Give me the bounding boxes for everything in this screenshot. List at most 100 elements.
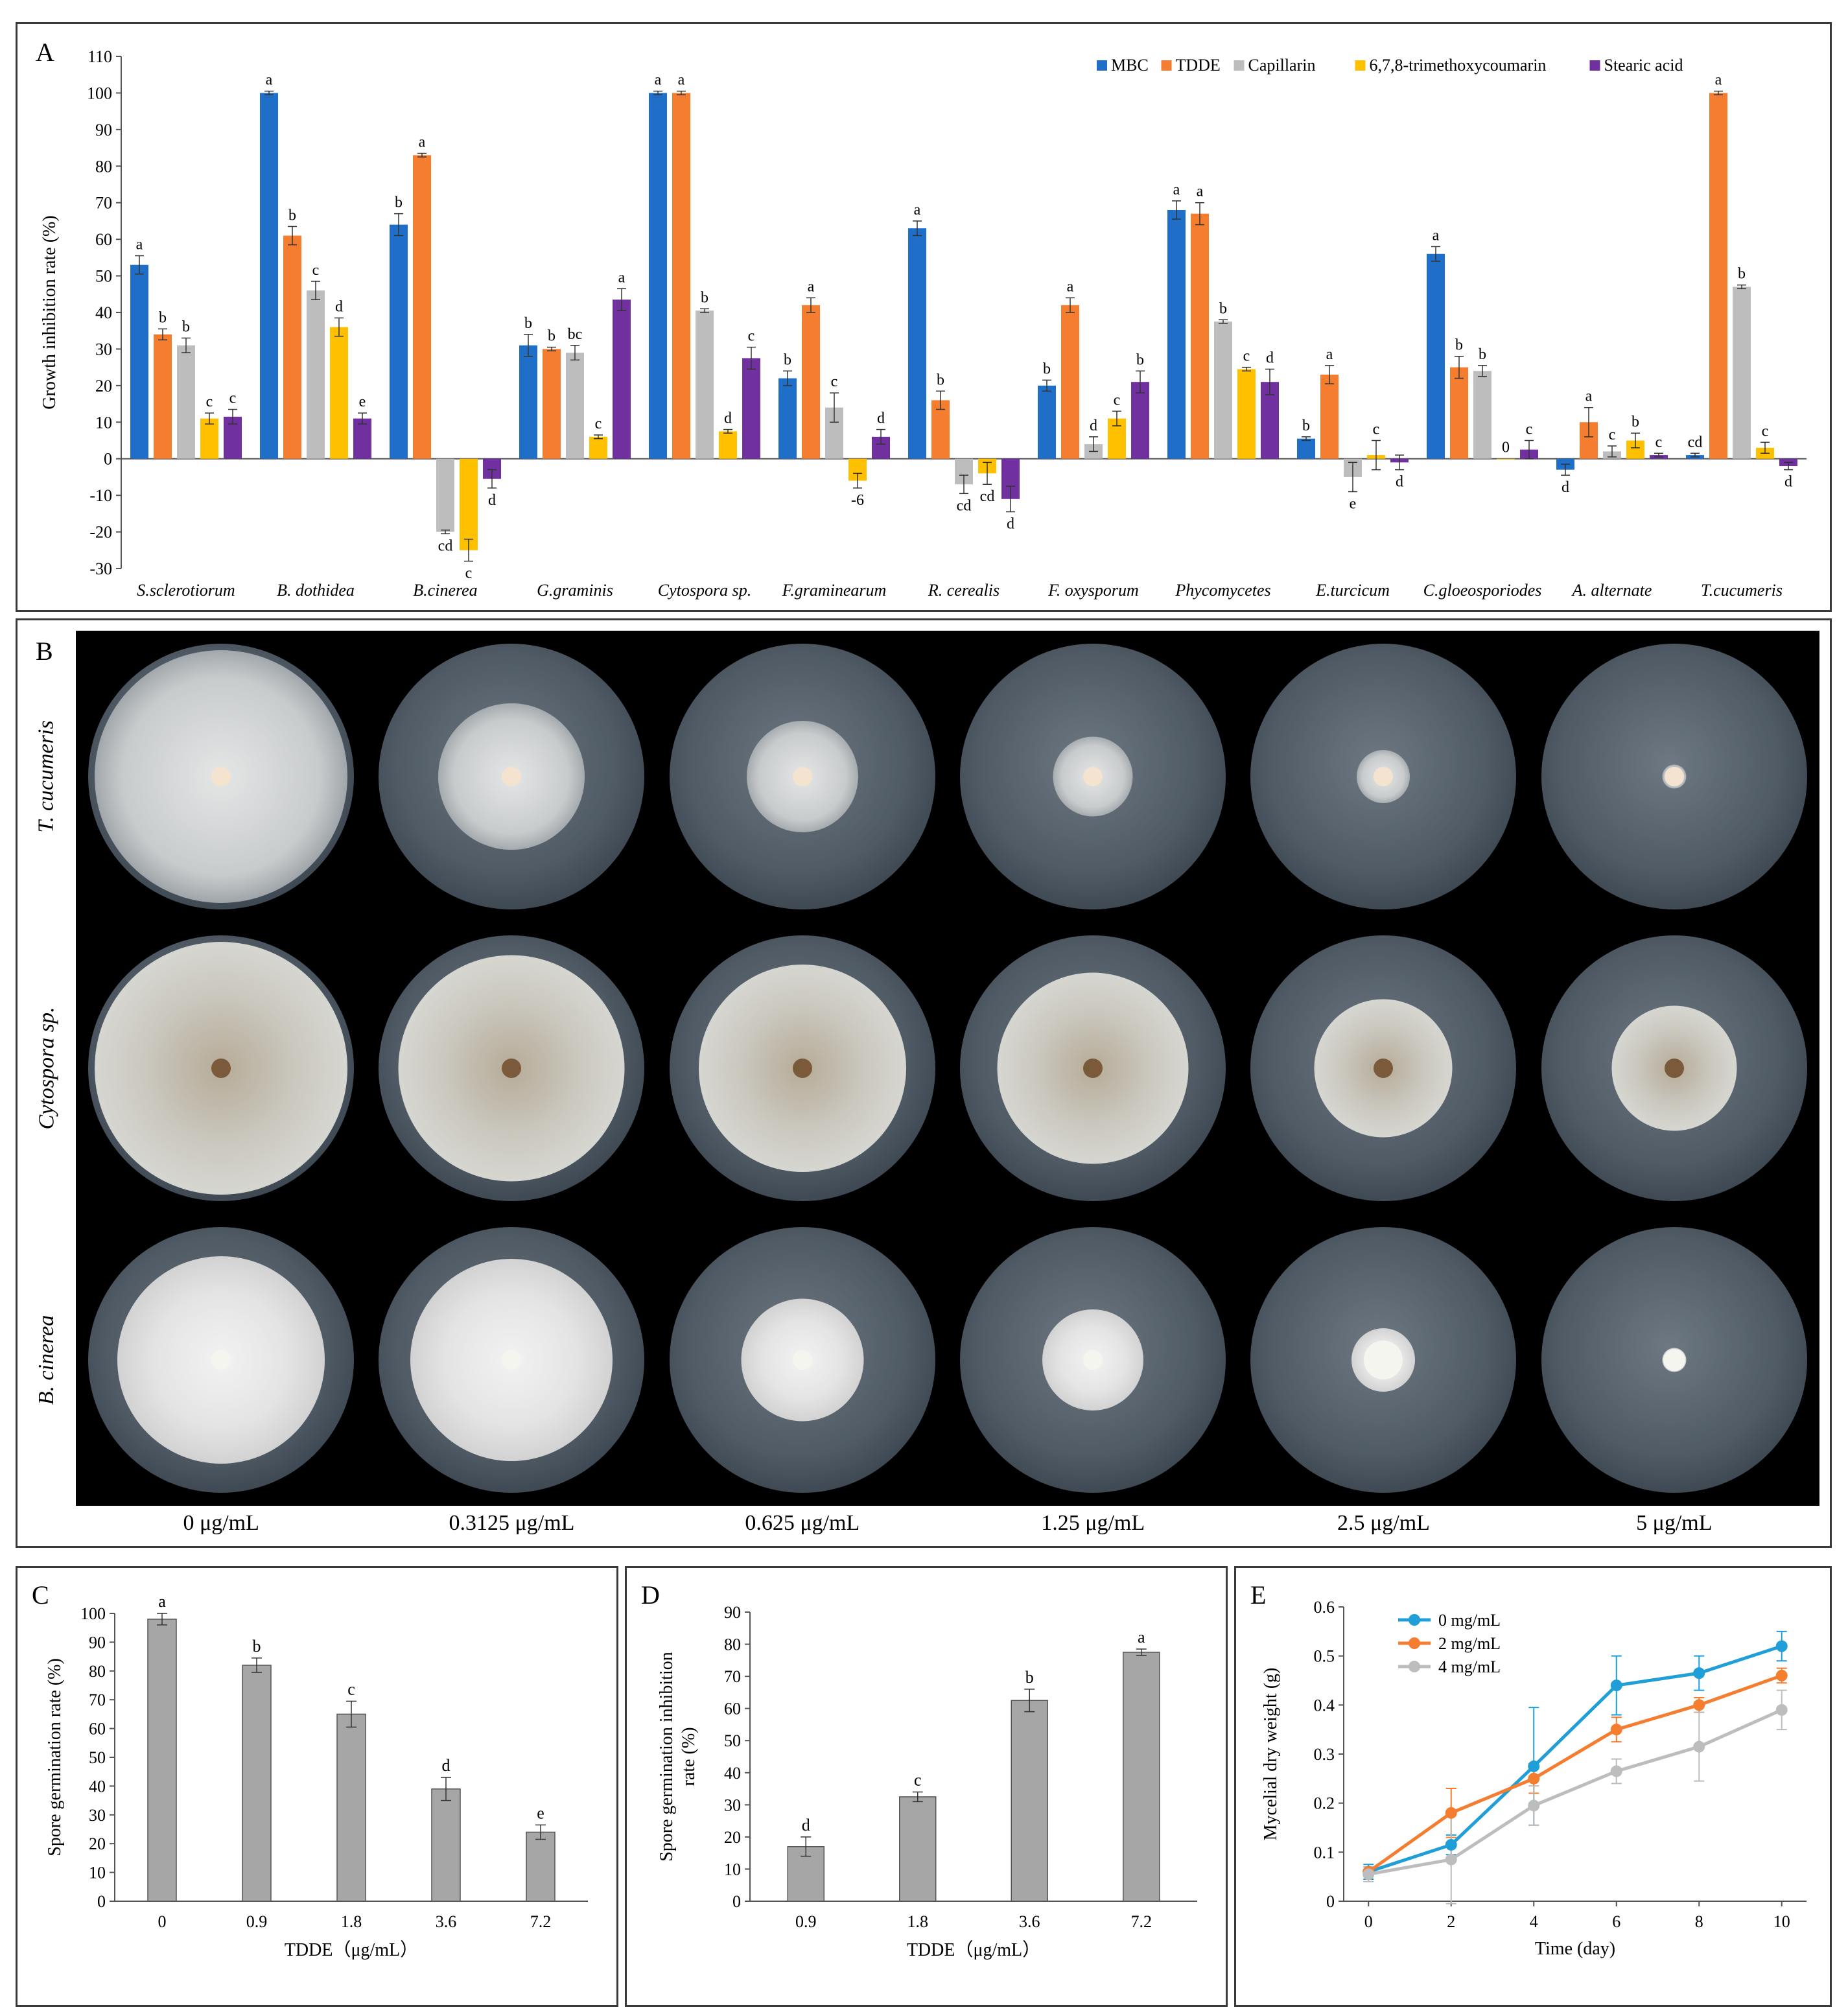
significance-letter: b: [1479, 346, 1486, 363]
significance-letter: d: [877, 410, 885, 427]
petri-dish-cell: [948, 922, 1238, 1214]
y-tick-label: -30: [89, 559, 112, 578]
bar: [719, 431, 737, 459]
bar: [154, 334, 172, 459]
mycelial-plug: [1083, 767, 1103, 786]
bar: [200, 418, 218, 459]
bar: [1061, 305, 1079, 459]
significance-letter: b: [1043, 360, 1051, 377]
data-point: [1445, 1807, 1457, 1819]
category-label: T.cucumeris: [1701, 581, 1783, 600]
category-label: B.cinerea: [413, 581, 477, 600]
mycelial-plug: [1374, 1059, 1394, 1078]
growth-inhibition-chart: -30 -20 -10 0 10 20 30 40 50 60 70 80 90 100 110 Growth…: [40, 47, 1807, 600]
significance-letter: a: [655, 72, 662, 89]
petri-dish: [669, 1227, 935, 1493]
bar: [1191, 213, 1209, 459]
significance-letter: c: [1114, 392, 1121, 408]
mycelial-plug: [1663, 1349, 1685, 1371]
x-tick-label: 0: [1364, 1912, 1373, 1931]
category-label: S.sclerotiorum: [137, 581, 235, 600]
bar: [336, 1713, 366, 1902]
y-tick-label: 20: [95, 377, 112, 395]
significance-letter: d: [1007, 516, 1014, 533]
significance-letter: cd: [1688, 434, 1703, 451]
significance-letter: b: [1632, 414, 1639, 430]
bar: [589, 436, 607, 459]
bar: [1167, 210, 1186, 459]
bar: [1123, 1652, 1160, 1902]
row-label-b-cinerea: B. cinerea: [34, 1315, 58, 1405]
significance-letter: d: [1561, 479, 1569, 496]
petri-dish: [1541, 1227, 1807, 1493]
significance-letter: b: [182, 319, 190, 336]
x-tick-label: 8: [1695, 1912, 1703, 1931]
x-axis-title: TDDE（μg/mL）: [285, 1939, 418, 1960]
bar: [1709, 93, 1727, 459]
data-point: [1693, 1667, 1705, 1680]
y-tick-label: 50: [89, 1748, 106, 1767]
concentration-labels: 0 μg/mL 0.3125 μg/mL 0.625 μg/mL 1.25 μg…: [76, 1511, 1819, 1536]
y-tick-label: 90: [724, 1603, 741, 1622]
x-tick-label: 0: [158, 1912, 167, 1931]
significance-letter: bc: [568, 326, 583, 343]
category-label: F.graminearum: [782, 581, 887, 600]
panel-d-letter: D: [641, 1580, 660, 1610]
y-tick-label: -20: [89, 523, 112, 542]
significance-letter: a: [1585, 388, 1593, 405]
mycelial-plug: [502, 1059, 522, 1078]
bar: [899, 1796, 937, 1902]
significance-letter: a: [1067, 278, 1074, 295]
y-tick-label: 20: [89, 1834, 106, 1853]
petri-dish: [960, 935, 1226, 1201]
significance-letter: c: [347, 1680, 355, 1698]
significance-letter: d: [802, 1816, 810, 1834]
petri-dish-cell: [76, 631, 366, 922]
data-point: [1363, 1868, 1375, 1880]
row-label-t-cucumeris: T. cucumeris: [34, 720, 58, 833]
y-axis-title: Spore germination inhibition: [657, 1652, 677, 1862]
petri-dish-cell: [657, 631, 948, 922]
significance-letter: a: [1173, 181, 1180, 198]
y-tick-label: 80: [89, 1662, 106, 1681]
significance-letter: cd: [438, 537, 453, 554]
bar: [1214, 322, 1232, 459]
mycelial-plug: [502, 767, 522, 786]
y-tick-label: 0.4: [1314, 1696, 1335, 1715]
bar: [436, 458, 454, 532]
y-tick-label: 70: [89, 1691, 106, 1709]
y-tick-label: 70: [724, 1667, 741, 1686]
y-tick-label: 30: [724, 1796, 741, 1814]
bar: [802, 305, 820, 459]
data-point: [1528, 1760, 1540, 1772]
y-tick-label: 0.5: [1314, 1647, 1335, 1666]
petri-dish-cell: [76, 1214, 366, 1506]
significance-letter: a: [1197, 183, 1204, 200]
mycelial-plug: [1664, 767, 1684, 786]
significance-letter: a: [914, 202, 921, 218]
panel-c-letter: C: [32, 1580, 49, 1610]
significance-letter: a: [808, 278, 815, 295]
bar: [1011, 1700, 1048, 1902]
significance-letter: 0: [1502, 439, 1510, 456]
x-tick-label: 6: [1612, 1912, 1620, 1931]
bar: [177, 345, 195, 459]
legend-label: 2 mg/mL: [1438, 1634, 1501, 1653]
significance-letter: c: [1243, 348, 1250, 365]
x-axis-title: TDDE（μg/mL）: [907, 1939, 1040, 1960]
petri-dish: [1541, 644, 1807, 909]
y-tick-label: 30: [95, 340, 112, 358]
significance-letter: cd: [957, 497, 972, 514]
y-tick-label: 40: [89, 1777, 106, 1796]
data-point: [1528, 1772, 1540, 1785]
bar: [413, 155, 431, 459]
petri-dish: [88, 1227, 355, 1493]
petri-dish-cell: [76, 922, 366, 1214]
significance-letter: a: [158, 1592, 166, 1611]
series-line: [1367, 1674, 1783, 1873]
category-label: C.gloeosporiodes: [1423, 581, 1542, 600]
data-point: [1775, 1669, 1788, 1681]
significance-letter: b: [253, 1637, 261, 1656]
spore-germination-chart: 0 10 20 30 40 50 60 70 80 90 100 a 0 b 0.9 c 1.8 d 3.6 e 7.2…: [45, 1592, 588, 1960]
mycelial-plug: [1374, 767, 1394, 786]
